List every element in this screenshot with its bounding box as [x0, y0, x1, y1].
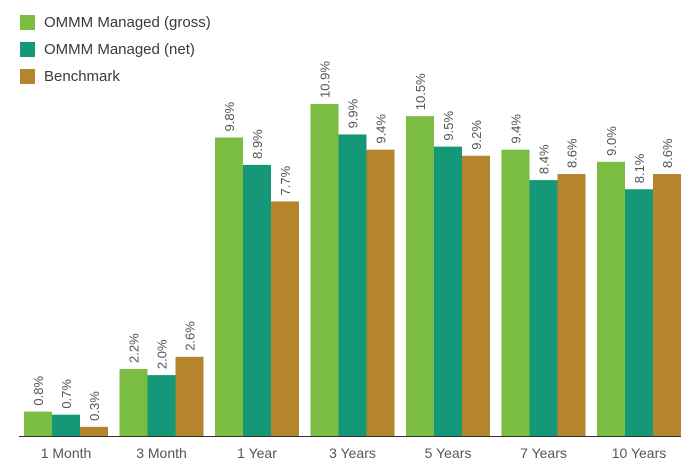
bar: [271, 201, 299, 436]
bar: [653, 174, 681, 436]
legend-item-net: OMMM Managed (net): [20, 36, 211, 63]
bar: [119, 368, 148, 436]
legend-swatch-benchmark: [20, 69, 35, 84]
legend-swatch-net: [20, 42, 35, 57]
x-tick-label: 3 Years: [329, 445, 376, 461]
data-label: 10.5%: [413, 73, 428, 110]
data-label: 2.0%: [155, 339, 170, 369]
data-label: 9.4%: [509, 114, 524, 144]
data-label: 9.5%: [441, 111, 456, 141]
legend: OMMM Managed (gross) OMMM Managed (net) …: [20, 9, 211, 90]
bar: [310, 103, 339, 436]
x-tick-label: 1 Year: [237, 445, 277, 461]
bar: [24, 411, 52, 436]
bar: [338, 134, 367, 436]
data-label: 9.8%: [222, 101, 237, 131]
data-label: 2.6%: [183, 321, 198, 351]
bar: [501, 149, 530, 436]
bar: [625, 189, 653, 436]
x-tick-label: 5 Years: [425, 445, 472, 461]
bar: [597, 161, 625, 436]
data-label: 8.4%: [537, 144, 552, 174]
bar: [366, 149, 395, 436]
bar: [406, 116, 434, 437]
bar: [529, 180, 558, 436]
x-tick-label: 3 Month: [136, 445, 187, 461]
bar: [243, 164, 271, 436]
data-label: 8.6%: [660, 138, 675, 168]
legend-label-net: OMMM Managed (net): [44, 41, 195, 58]
bar: [52, 414, 80, 436]
data-label: 0.7%: [59, 379, 74, 409]
legend-label-gross: OMMM Managed (gross): [44, 14, 211, 31]
bar: [462, 155, 490, 436]
data-label: 0.3%: [87, 391, 102, 421]
legend-item-gross: OMMM Managed (gross): [20, 9, 211, 36]
data-label: 10.9%: [318, 61, 333, 98]
bar: [215, 137, 243, 436]
data-label: 9.0%: [604, 126, 619, 156]
bar: [80, 426, 108, 436]
legend-item-benchmark: Benchmark: [20, 63, 211, 90]
bar: [434, 146, 462, 436]
data-label: 9.4%: [374, 114, 389, 144]
legend-label-benchmark: Benchmark: [44, 68, 120, 85]
data-label: 9.2%: [469, 120, 484, 150]
data-label: 8.6%: [565, 138, 580, 168]
x-tick-label: 1 Month: [41, 445, 92, 461]
data-label: 0.8%: [31, 376, 46, 406]
bar: [175, 356, 204, 436]
bar: [147, 375, 176, 436]
legend-swatch-gross: [20, 15, 35, 30]
x-tick-label: 7 Years: [520, 445, 567, 461]
data-label: 8.9%: [250, 129, 265, 159]
data-label: 8.1%: [632, 153, 647, 183]
data-label: 9.9%: [346, 98, 361, 128]
x-tick-label: 10 Years: [612, 445, 667, 461]
data-label: 7.7%: [278, 165, 293, 195]
data-label: 2.2%: [127, 333, 142, 363]
bar: [557, 174, 586, 436]
